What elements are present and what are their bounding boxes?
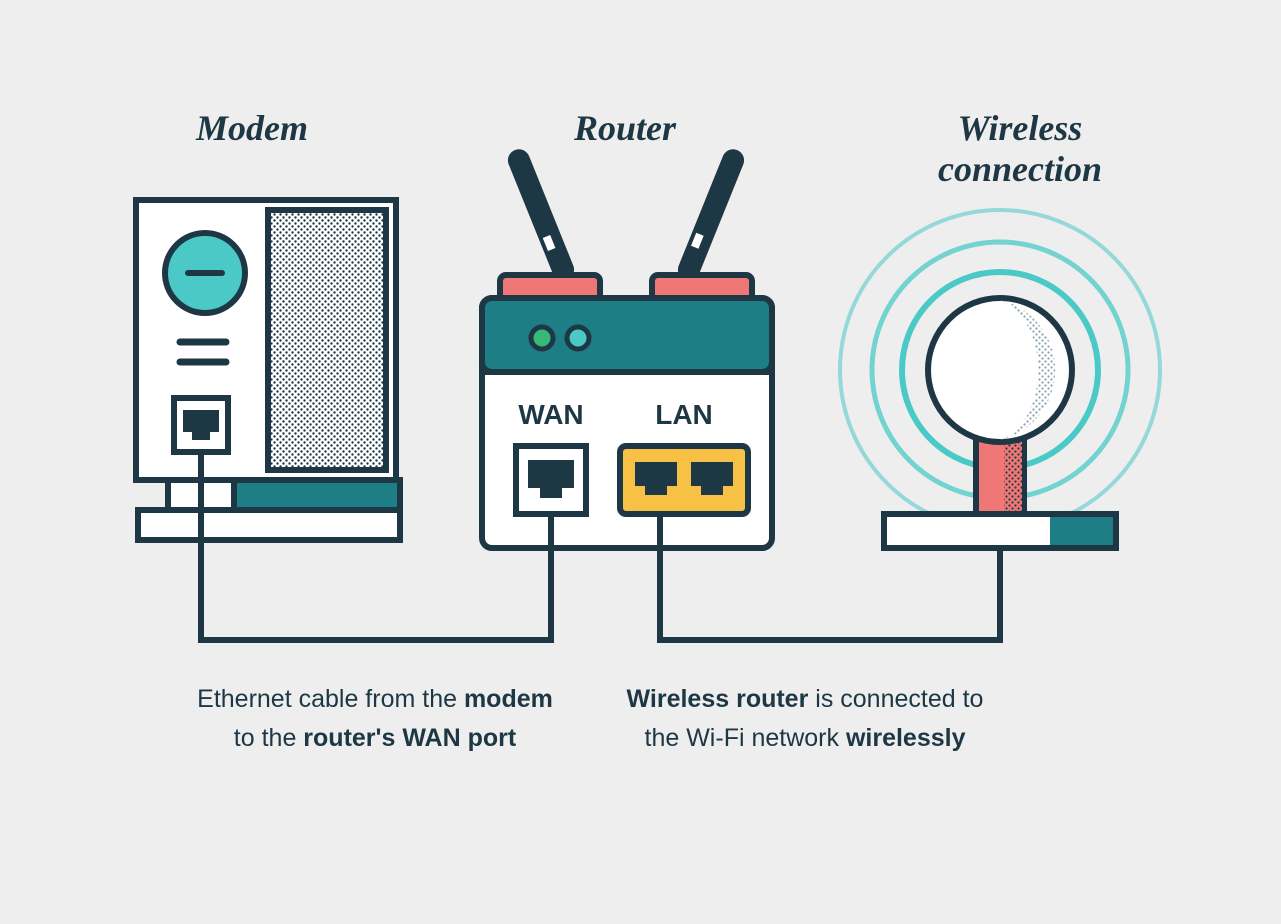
wan-label: WAN [518,399,583,430]
diagram-stage: Modem Router Wireless connection [0,0,1281,924]
modem-icon [136,200,400,540]
router-icon: WAN LAN [482,146,772,548]
caption-right: Wireless router is connected to the Wi-F… [620,680,990,758]
caption-left: Ethernet cable from the modem to the rou… [190,680,560,758]
lan-label: LAN [655,399,713,430]
wireless-icon [840,210,1160,548]
diagram-svg: WAN LAN [0,0,1281,924]
